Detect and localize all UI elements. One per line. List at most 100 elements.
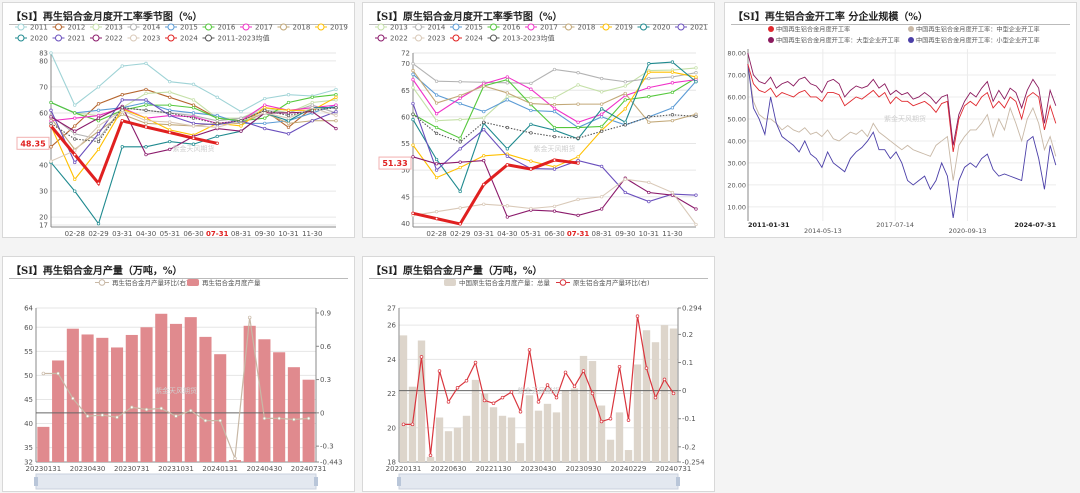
y-right-tick-label: -0.3 <box>320 443 334 451</box>
data-point <box>647 85 651 90</box>
legend-circle-marker <box>92 34 100 42</box>
data-point <box>446 400 451 404</box>
data-point <box>334 113 338 118</box>
y-tick-label: 32 <box>24 459 33 467</box>
data-point <box>529 131 533 135</box>
data-point <box>458 117 462 122</box>
x-tick-label: 10-31 <box>639 230 659 238</box>
data-point <box>168 147 172 152</box>
data-point <box>239 124 243 128</box>
data-point <box>552 106 557 111</box>
x-tick-label: 20240731 <box>656 465 692 473</box>
data-point <box>191 103 196 107</box>
data-point <box>144 108 148 112</box>
data-point <box>576 136 580 140</box>
data-point <box>144 119 148 123</box>
data-point <box>434 216 439 221</box>
bar <box>52 360 65 462</box>
data-point <box>552 209 557 213</box>
legend-label: 2024 <box>465 35 483 43</box>
watermark: 紫金天风期货 <box>155 386 197 395</box>
data-point <box>600 76 604 81</box>
legend-circle-marker <box>130 23 137 31</box>
legend-label: 2015 <box>180 24 198 32</box>
data-point <box>334 98 338 102</box>
data-point <box>334 87 338 92</box>
legend-circle-marker <box>377 23 385 31</box>
data-point <box>191 124 196 128</box>
legend-label: 再生铝合金月产量环比(右) <box>112 278 189 287</box>
data-point <box>529 206 533 211</box>
data-point <box>56 371 60 376</box>
data-point <box>505 98 509 102</box>
bar <box>579 355 588 462</box>
divider <box>9 24 348 25</box>
data-point <box>144 61 148 66</box>
data-zoom-slider[interactable] <box>398 473 679 490</box>
legend-label: 中国再生铝合金月度开工率：大型企业开工率 <box>776 37 900 45</box>
data-point <box>277 416 281 421</box>
data-zoom-slider[interactable] <box>35 473 317 490</box>
data-point <box>263 121 267 126</box>
data-point <box>334 109 338 114</box>
data-point <box>529 101 533 106</box>
bar <box>417 340 426 462</box>
legend-label: 2020 <box>653 24 671 32</box>
data-point <box>215 125 219 129</box>
bar <box>597 405 606 462</box>
bar <box>125 334 138 462</box>
divider <box>731 24 1070 25</box>
data-point <box>671 391 676 396</box>
data-point <box>647 199 651 204</box>
legend-label: 2023 <box>143 35 161 43</box>
x-tick-label: 07-31 <box>567 230 590 238</box>
data-point <box>670 190 675 195</box>
data-point <box>455 386 460 390</box>
slider-handle-right[interactable] <box>676 477 680 486</box>
data-point <box>73 152 77 157</box>
data-point <box>670 106 675 110</box>
data-point <box>263 103 267 107</box>
data-point <box>623 123 627 127</box>
data-point <box>623 177 627 181</box>
legend-circle-marker <box>415 23 422 31</box>
slider-handle-left[interactable] <box>34 477 38 486</box>
watermark: 紫金天风期货 <box>534 144 576 153</box>
y-tick-label: 45 <box>24 396 33 404</box>
watermark: 紫金天风期货 <box>173 144 215 153</box>
data-point <box>482 182 486 187</box>
legend-circle-marker <box>317 23 325 31</box>
x-tick-label: 08-31 <box>231 230 251 238</box>
bar <box>444 431 453 462</box>
data-point <box>576 155 580 159</box>
data-point <box>239 119 243 123</box>
data-point <box>49 145 53 149</box>
series-line-2024 <box>412 158 579 226</box>
slider-handle-right[interactable] <box>314 477 318 486</box>
legend-label: 2021 <box>690 24 708 32</box>
data-point <box>306 416 311 421</box>
panel-recycled-output: 【SI】再生铝合金月产量（万吨，%） 32 35 40 45 50 55 60 64 -0.44… <box>2 256 355 492</box>
data-point <box>434 210 439 214</box>
x-tick-label: 20230430 <box>521 465 557 473</box>
x-tick-label: 20231031 <box>158 465 194 473</box>
y-tick-label: 30 <box>39 188 48 196</box>
data-point <box>647 76 651 81</box>
y-tick-label: 18 <box>387 459 396 467</box>
y-tick-label: 20 <box>39 214 48 222</box>
data-point <box>576 161 580 165</box>
x-tick-label: 03-31 <box>112 230 132 238</box>
bar <box>287 367 300 462</box>
legend-marker <box>768 26 774 32</box>
legend-circle-marker <box>415 34 422 42</box>
divider <box>9 278 348 279</box>
data-point <box>458 189 462 194</box>
slider-handle-left[interactable] <box>397 477 401 486</box>
data-point <box>529 81 533 86</box>
y-tick-label: 60 <box>401 113 410 121</box>
x-tick-label: 20230430 <box>70 465 106 473</box>
bar <box>155 313 168 462</box>
data-point <box>286 111 291 115</box>
data-point <box>310 100 314 105</box>
bar <box>624 450 633 462</box>
